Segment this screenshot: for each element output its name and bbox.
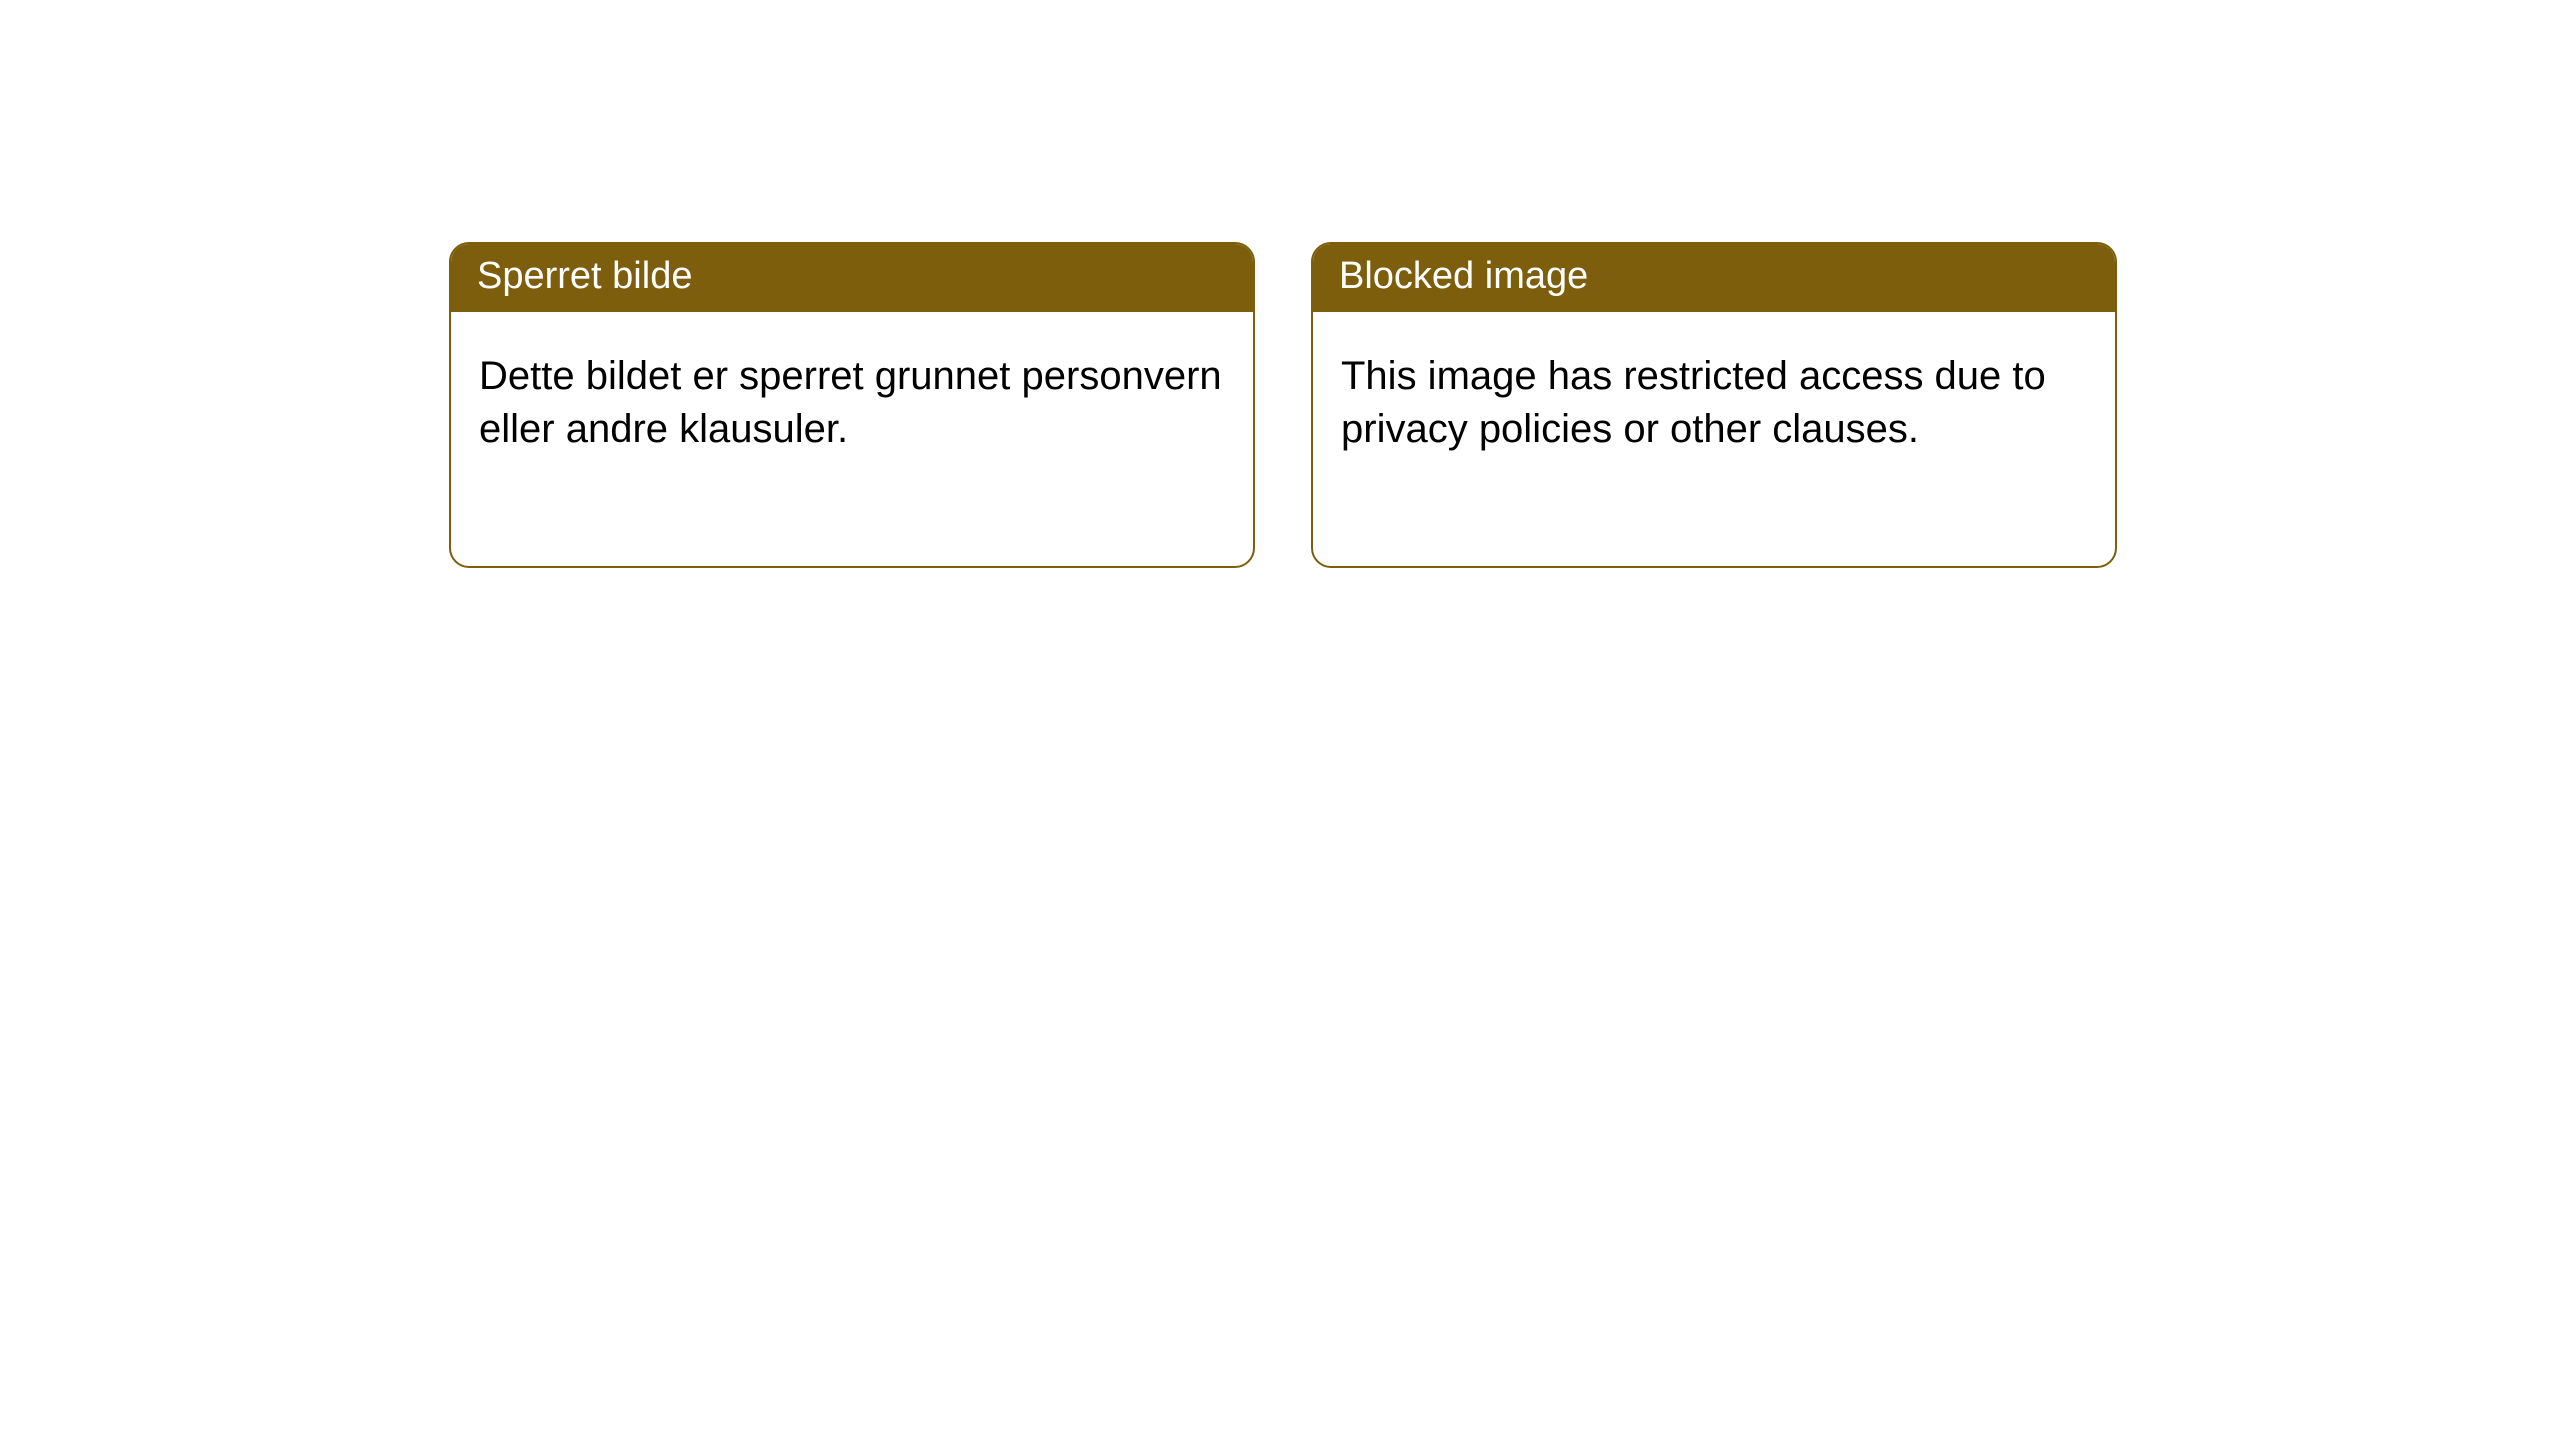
notice-cards-container: Sperret bilde Dette bildet er sperret gr… bbox=[0, 0, 2560, 568]
card-body-english: This image has restricted access due to … bbox=[1313, 312, 2115, 566]
card-header-english: Blocked image bbox=[1313, 244, 2115, 312]
notice-card-english: Blocked image This image has restricted … bbox=[1311, 242, 2117, 568]
card-body-norwegian: Dette bildet er sperret grunnet personve… bbox=[451, 312, 1253, 566]
notice-card-norwegian: Sperret bilde Dette bildet er sperret gr… bbox=[449, 242, 1255, 568]
card-header-norwegian: Sperret bilde bbox=[451, 244, 1253, 312]
